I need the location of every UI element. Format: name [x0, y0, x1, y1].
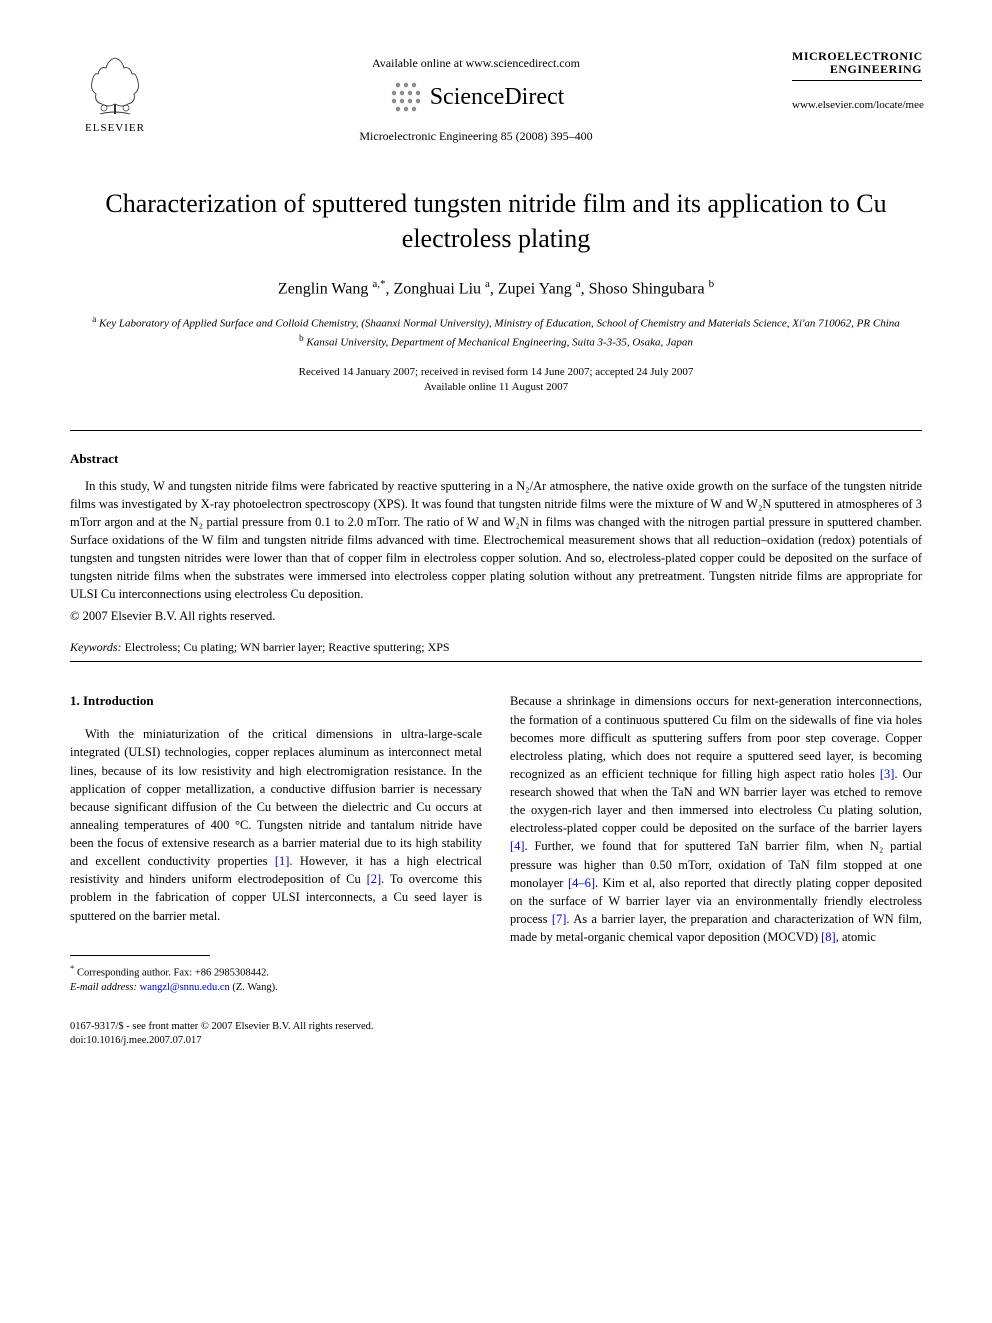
abstract-body: In this study, W and tungsten nitride fi…: [70, 477, 922, 604]
sciencedirect-text: ScienceDirect: [430, 84, 565, 111]
locate-url: www.elsevier.com/locate/mee: [792, 99, 922, 111]
abstract-heading: Abstract: [70, 451, 922, 467]
front-matter-line: 0167-9317/$ - see front matter © 2007 El…: [70, 1020, 922, 1035]
journal-rule: [792, 80, 922, 81]
body-columns: 1. Introduction With the miniaturization…: [70, 692, 922, 995]
author-3: Zupei Yang: [498, 281, 572, 298]
column-left: 1. Introduction With the miniaturization…: [70, 692, 482, 995]
keywords-text: Electroless; Cu plating; WN barrier laye…: [122, 640, 450, 654]
author-1-sup: a,*: [372, 278, 385, 290]
author-4: Shoso Shingubara: [589, 281, 705, 298]
corr-text: Corresponding author. Fax: +86 298530844…: [77, 967, 269, 978]
received-line: Received 14 January 2007; received in re…: [70, 365, 922, 380]
keywords-label: Keywords:: [70, 640, 122, 654]
ref-link-4-6[interactable]: [4–6]: [568, 876, 595, 890]
author-2: Zonghuai Liu: [393, 281, 481, 298]
column-right: Because a shrinkage in dimensions occurs…: [510, 692, 922, 995]
header-row: ELSEVIER Available online at www.science…: [70, 50, 922, 144]
rule-below-keywords: [70, 661, 922, 662]
article-title: Characterization of sputtered tungsten n…: [70, 186, 922, 256]
intro-para-right: Because a shrinkage in dimensions occurs…: [510, 692, 922, 946]
ref-link-4[interactable]: [4]: [510, 839, 525, 853]
elsevier-tree-icon: [80, 50, 150, 120]
r6: , atomic: [836, 930, 876, 944]
elsevier-logo: ELSEVIER: [70, 50, 160, 134]
abstract-copyright: © 2007 Elsevier B.V. All rights reserved…: [70, 609, 922, 624]
journal-name-line2: ENGINEERING: [792, 63, 922, 76]
available-line: Available online 11 August 2007: [70, 380, 922, 395]
elsevier-name: ELSEVIER: [85, 122, 145, 134]
author-3-sup: a: [576, 278, 581, 290]
center-header: Available online at www.sciencedirect.co…: [160, 50, 792, 144]
ref-link-3[interactable]: [3]: [880, 767, 895, 781]
sciencedirect-logo: ScienceDirect: [160, 79, 792, 115]
email-label: E-mail address:: [70, 982, 137, 993]
available-online-text: Available online at www.sciencedirect.co…: [160, 56, 792, 71]
email-link[interactable]: wangzl@snnu.edu.cn: [140, 982, 230, 993]
journal-cover: MICROELECTRONIC ENGINEERING www.elsevier…: [792, 50, 922, 111]
affiliation-a-text: Key Laboratory of Applied Surface and Co…: [99, 317, 900, 329]
article-dates: Received 14 January 2007; received in re…: [70, 365, 922, 396]
email-tail: (Z. Wang).: [230, 982, 278, 993]
footnote-rule: [70, 955, 210, 956]
ref-link-7[interactable]: [7]: [552, 912, 567, 926]
author-4-sup: b: [709, 278, 715, 290]
bottom-meta: 0167-9317/$ - see front matter © 2007 El…: [70, 1020, 922, 1049]
sciencedirect-dots-icon: [388, 79, 424, 115]
affiliation-b-text: Kansai University, Department of Mechani…: [306, 336, 692, 348]
r1: Because a shrinkage in dimensions occurs…: [510, 694, 922, 781]
ref-link-8[interactable]: [8]: [821, 930, 836, 944]
footnote-block: * Corresponding author. Fax: +86 2985308…: [70, 962, 482, 996]
affiliations: a Key Laboratory of Applied Surface and …: [70, 313, 922, 351]
t1: With the miniaturization of the critical…: [70, 727, 482, 868]
author-2-sup: a: [485, 278, 490, 290]
authors-line: Zenglin Wang a,*, Zonghuai Liu a, Zupei …: [70, 278, 922, 298]
affiliation-a: a Key Laboratory of Applied Surface and …: [70, 313, 922, 332]
author-1: Zenglin Wang: [278, 281, 368, 298]
affiliation-b: b Kansai University, Department of Mecha…: [70, 332, 922, 351]
rule-above-abstract: [70, 430, 922, 431]
doi-line: doi:10.1016/j.mee.2007.07.017: [70, 1034, 922, 1049]
intro-para-left: With the miniaturization of the critical…: [70, 725, 482, 924]
journal-reference: Microelectronic Engineering 85 (2008) 39…: [160, 129, 792, 144]
corr-author: * Corresponding author. Fax: +86 2985308…: [70, 962, 482, 981]
ref-link-1[interactable]: [1]: [275, 854, 290, 868]
ref-link-2[interactable]: [2]: [367, 872, 382, 886]
email-line: E-mail address: wangzl@snnu.edu.cn (Z. W…: [70, 981, 482, 996]
section-1-heading: 1. Introduction: [70, 692, 482, 711]
keywords-line: Keywords: Electroless; Cu plating; WN ba…: [70, 640, 922, 655]
